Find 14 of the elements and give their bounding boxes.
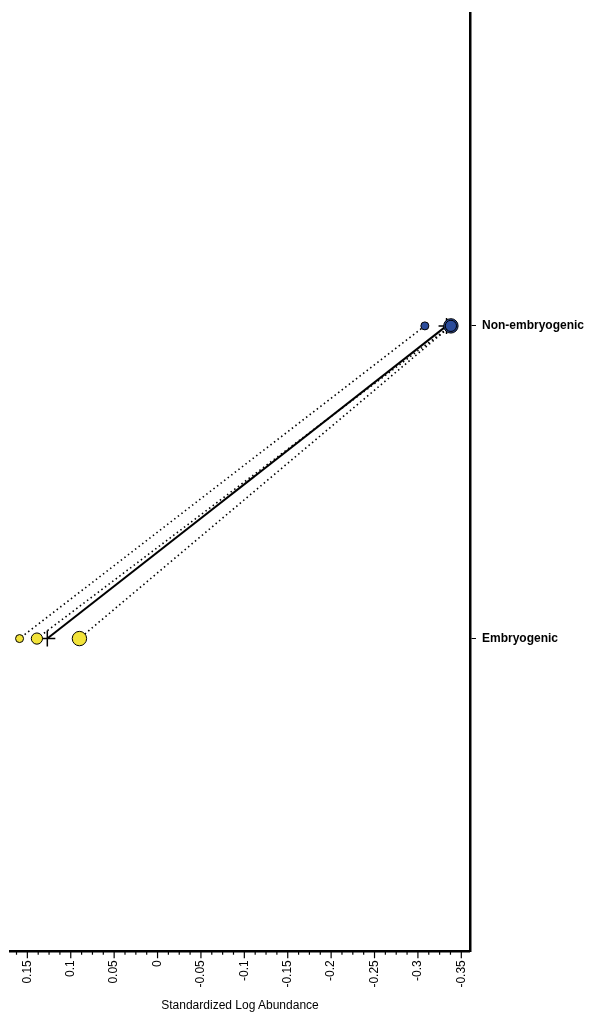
- x-tick-label: -0.1: [236, 959, 251, 981]
- x-tick-label: -0.15: [280, 959, 295, 988]
- y-tick-label: Embryogenic: [481, 630, 559, 645]
- x-tick-label: 0.05: [106, 959, 121, 984]
- x-tick-label: -0.3: [410, 959, 425, 981]
- x-tick-label: 0.15: [19, 959, 34, 984]
- x-tick-label: -0.35: [453, 959, 468, 988]
- x-tick-label: 0: [149, 959, 164, 967]
- y-tick-label: Non-embryogenic: [481, 318, 585, 333]
- x-tick-label: -0.05: [193, 959, 208, 988]
- x-tick-label: 0.1: [63, 959, 78, 977]
- x-tick-label: -0.2: [323, 959, 338, 981]
- x-tick-label: -0.25: [366, 959, 381, 988]
- x-axis-title: Standardized Log Abundance: [161, 998, 320, 1013]
